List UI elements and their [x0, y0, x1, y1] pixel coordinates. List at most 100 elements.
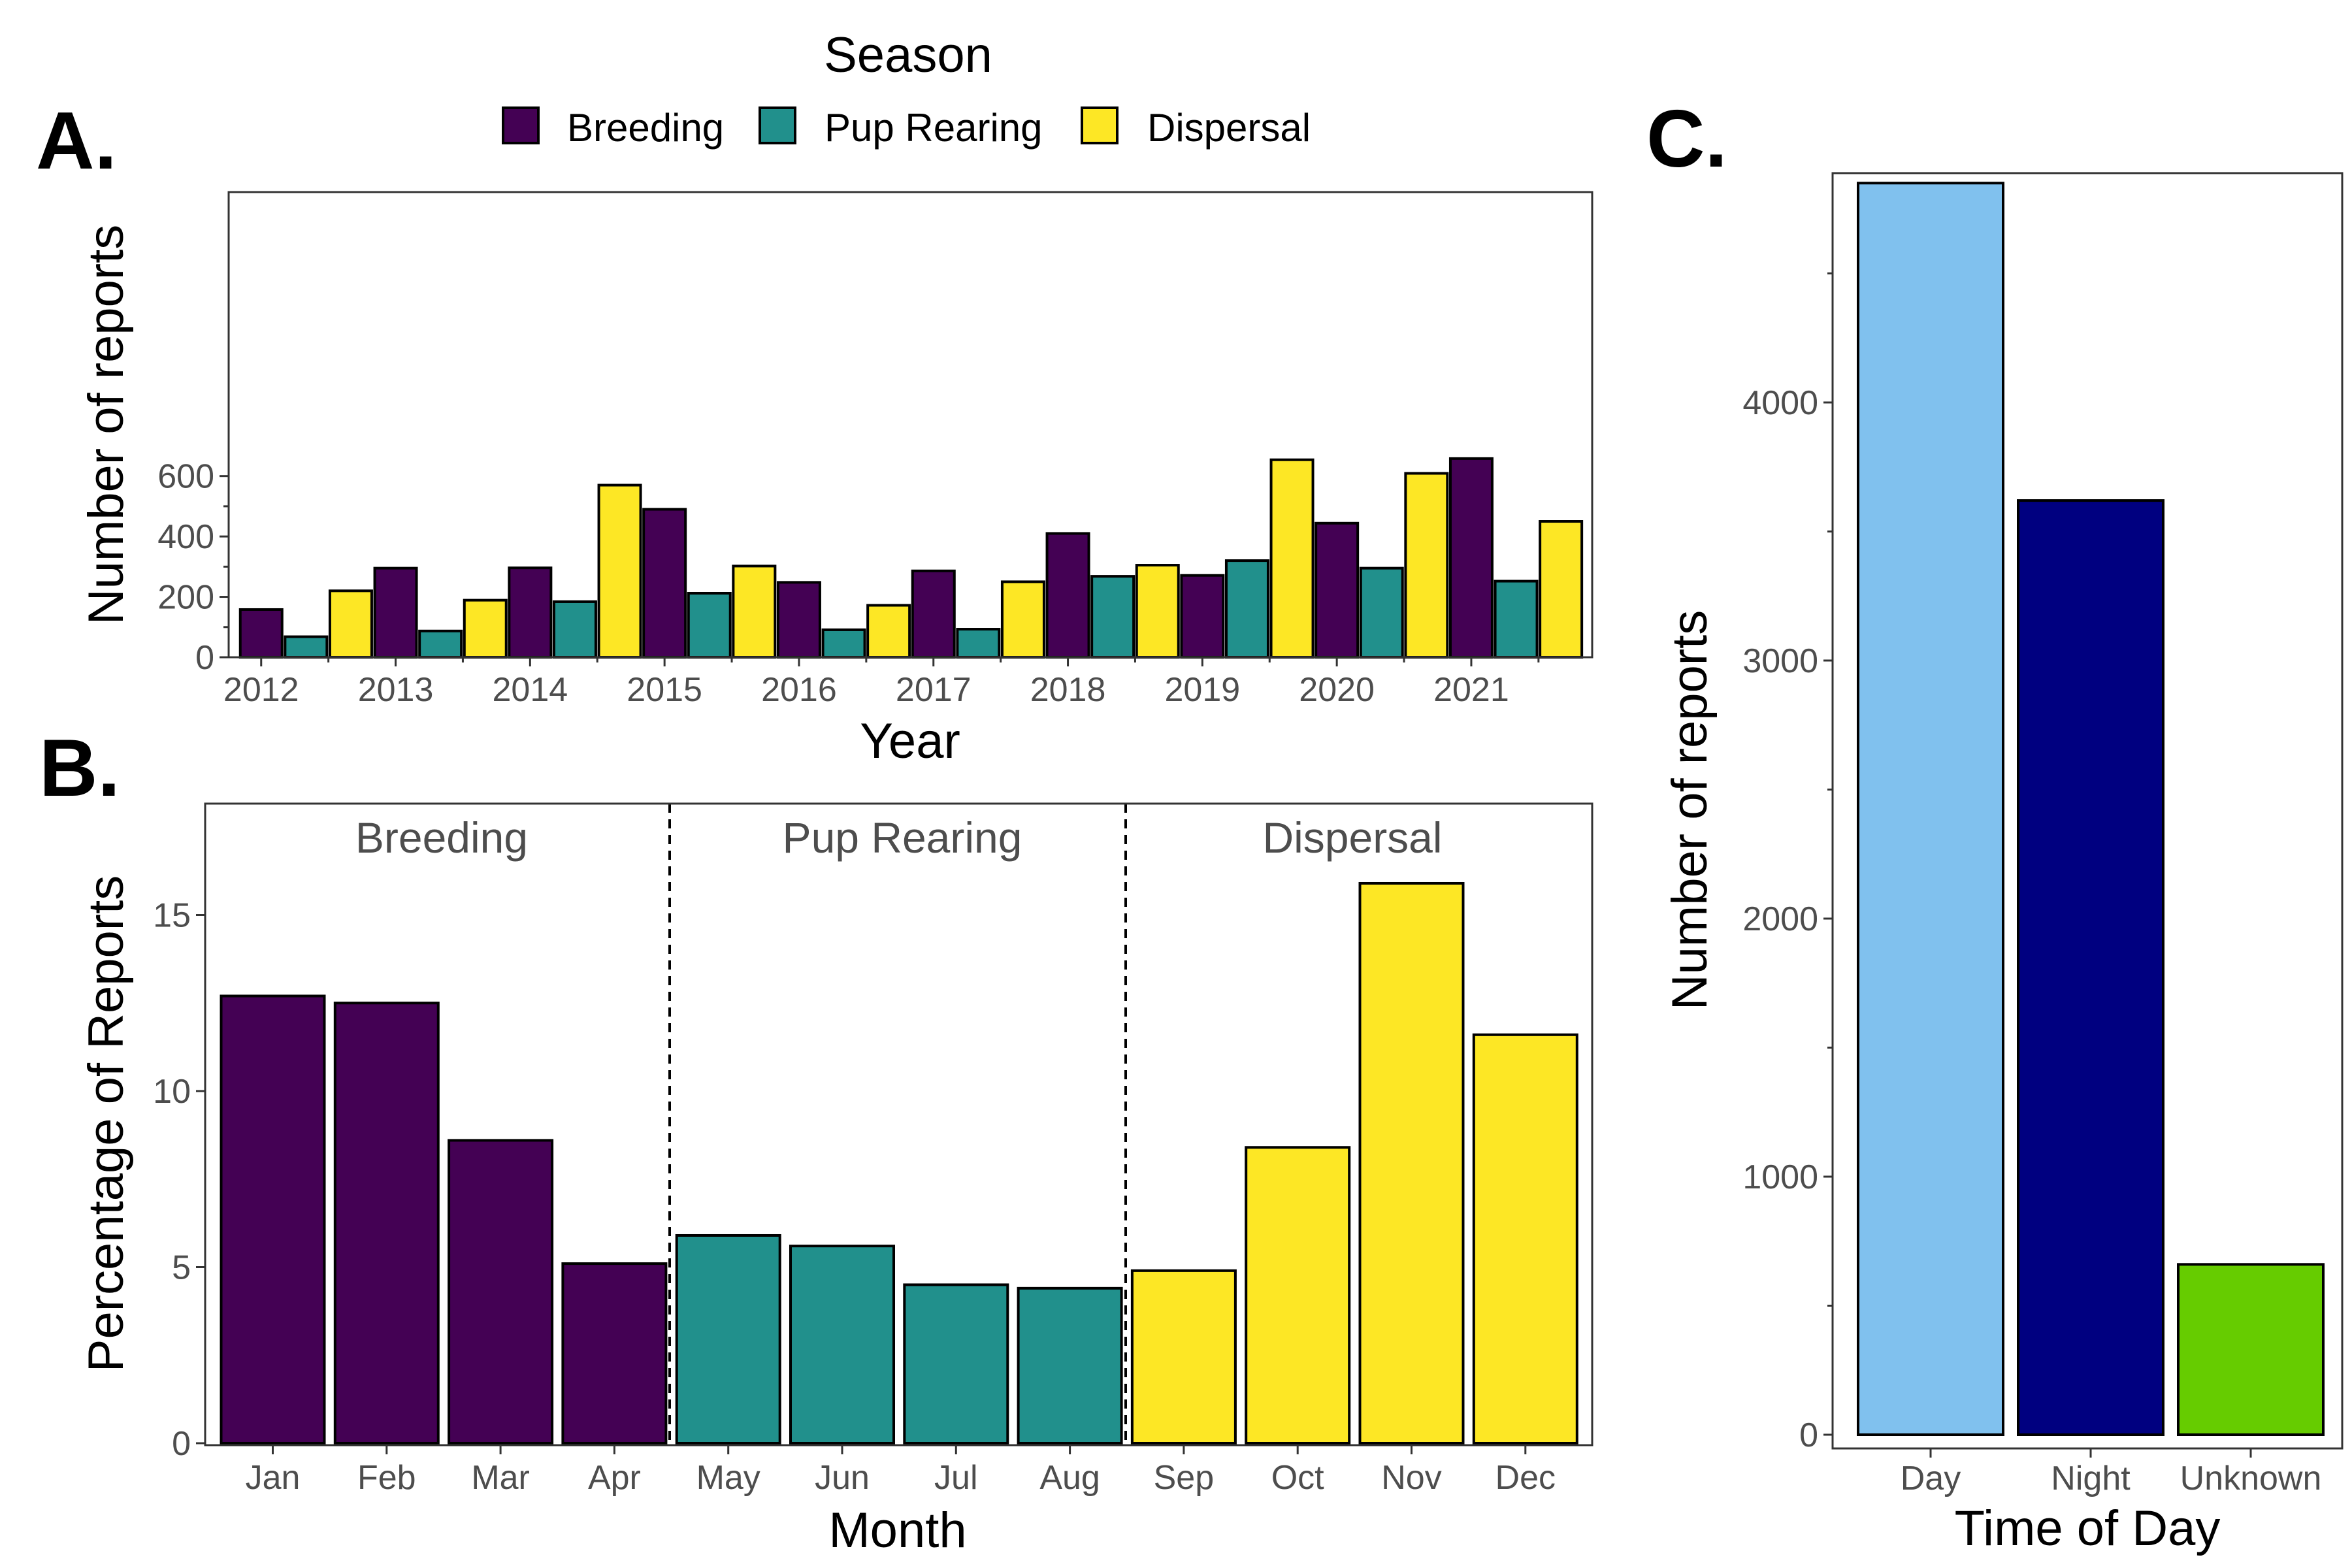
- bar-a-breeding: [642, 508, 687, 659]
- legend-swatch-pup-rearing: [759, 106, 796, 144]
- x-tick-label: 2018: [1030, 671, 1106, 709]
- x-tick-label: Jul: [934, 1459, 977, 1497]
- bar-a-breeding: [911, 569, 956, 659]
- bar-c-unknown: [2177, 1263, 2325, 1437]
- x-tick-label: Nov: [1381, 1459, 1441, 1497]
- bar-b-jan: [220, 994, 326, 1445]
- bar-b-nov: [1358, 881, 1465, 1445]
- bar-b-oct: [1245, 1146, 1351, 1445]
- panel-c-x-axis: Day Night Unknown: [1901, 1448, 2322, 1497]
- y-tick-label: 2000: [1742, 900, 1818, 938]
- bar-a-breeding: [238, 608, 284, 659]
- bar-a-dispersal: [328, 589, 373, 659]
- bar-c-day: [1857, 182, 2004, 1436]
- bar-a-pup-rearing: [1224, 559, 1269, 659]
- panel-b-season-label-breeding: Breeding: [355, 813, 528, 862]
- y-tick-label: 0: [195, 639, 214, 677]
- x-tick-label: May: [696, 1459, 760, 1497]
- x-tick-label: Day: [1901, 1460, 1961, 1497]
- legend: Season Breeding Pup Rearing Dispersal: [502, 27, 1311, 150]
- x-tick-label: Mar: [471, 1459, 530, 1497]
- panel-b-season-label-dispersal: Dispersal: [1262, 813, 1442, 862]
- x-tick-label: 2013: [358, 671, 434, 709]
- x-tick-label: 2016: [761, 671, 837, 709]
- panel-b-season-label-pup-rearing: Pup Rearing: [783, 813, 1022, 862]
- x-tick-label: 2014: [493, 671, 568, 709]
- panel-a-frame: [227, 191, 1593, 659]
- x-tick-label: 2020: [1299, 671, 1375, 709]
- bar-b-jul: [903, 1283, 1009, 1445]
- bar-b-feb: [333, 1002, 440, 1445]
- y-tick-label: 10: [153, 1073, 191, 1111]
- bar-a-breeding: [1315, 521, 1360, 659]
- panel-c-x-axis-title: Time of Day: [1955, 1501, 2221, 1556]
- x-tick-label: Night: [2051, 1460, 2131, 1497]
- bar-a-pup-rearing: [956, 628, 1001, 659]
- y-tick-label: 1000: [1742, 1158, 1818, 1196]
- x-tick-label: 2012: [223, 671, 299, 709]
- panel-b-frame: [204, 802, 1593, 1446]
- bar-a-breeding: [508, 566, 553, 659]
- y-tick-label: 200: [157, 579, 214, 617]
- bar-a-pup-rearing: [1494, 580, 1539, 659]
- panel-c-y-axis: 0 1000 2000 3000 4000: [1742, 272, 1833, 1454]
- x-tick-label: Feb: [357, 1459, 416, 1497]
- panel-b-y-axis-title: Percentage of Reports: [78, 875, 134, 1372]
- panel-b-y-axis: 0 5 10 15: [153, 897, 205, 1463]
- bar-b-jun: [789, 1245, 895, 1445]
- legend-swatch-dispersal: [1081, 106, 1119, 144]
- y-tick-label: 15: [153, 897, 191, 935]
- bar-b-sep: [1130, 1269, 1237, 1445]
- bar-a-pup-rearing: [1359, 566, 1404, 659]
- bar-a-breeding: [1045, 532, 1090, 659]
- bar-a-breeding: [776, 581, 821, 659]
- bar-a-dispersal: [1539, 520, 1584, 659]
- y-tick-label: 0: [1799, 1416, 1818, 1454]
- bar-a-breeding: [373, 566, 418, 659]
- x-tick-label: Jan: [246, 1459, 301, 1497]
- bar-a-breeding: [1180, 574, 1225, 659]
- bar-a-pup-rearing: [284, 635, 329, 659]
- panel-b-monthly-chart: Breeding Pup Rearing Dispersal 0 5 10 15 Ja…: [78, 802, 1593, 1558]
- panel-c-time-of-day-chart: 0 1000 2000 3000 4000 Day Night Unknown Time o…: [1662, 172, 2344, 1556]
- panel-b-bars: [220, 881, 1578, 1445]
- bar-b-apr: [561, 1262, 668, 1445]
- bar-a-dispersal: [1000, 580, 1045, 659]
- x-tick-label: Jun: [815, 1459, 870, 1497]
- legend-label-dispersal: Dispersal: [1147, 106, 1311, 150]
- y-tick-label: 3000: [1742, 642, 1818, 680]
- bar-b-mar: [448, 1139, 554, 1445]
- bar-b-may: [675, 1233, 781, 1445]
- bar-a-pup-rearing: [552, 600, 597, 659]
- panel-b-x-axis-title: Month: [828, 1503, 966, 1558]
- x-tick-label: 2019: [1165, 671, 1241, 709]
- panel-letter-a: A.: [36, 96, 117, 186]
- x-tick-label: 2017: [896, 671, 972, 709]
- bar-a-dispersal: [463, 598, 508, 659]
- bar-a-dispersal: [1135, 564, 1180, 659]
- x-tick-label: Sep: [1154, 1459, 1215, 1497]
- x-tick-label: 2021: [1433, 671, 1509, 709]
- y-tick-label: 0: [172, 1425, 191, 1463]
- y-tick-label: 600: [157, 458, 214, 496]
- x-tick-label: Oct: [1271, 1459, 1324, 1497]
- legend-label-breeding: Breeding: [567, 106, 724, 150]
- x-tick-label: Unknown: [2180, 1460, 2322, 1497]
- legend-title: Season: [824, 27, 992, 83]
- panel-a-x-axis-title: Year: [860, 713, 960, 769]
- panel-letter-b: B.: [39, 723, 120, 813]
- bar-b-aug: [1017, 1286, 1123, 1445]
- bar-a-dispersal: [866, 604, 911, 659]
- x-tick-label: Aug: [1039, 1459, 1100, 1497]
- panel-c-frame: [1831, 172, 2344, 1450]
- panel-b-x-axis: Jan Feb Mar Apr May Jun Jul Aug Sep Oct Nov Dec: [246, 1445, 1556, 1497]
- y-tick-label: 400: [157, 518, 214, 556]
- legend-swatch-breeding: [502, 106, 540, 144]
- y-tick-label: 4000: [1742, 384, 1818, 422]
- panel-a-y-axis: 0 200 400 600: [157, 458, 229, 677]
- bar-a-pup-rearing: [687, 592, 732, 659]
- bar-a-dispersal: [1269, 458, 1315, 659]
- panel-letter-c: C.: [1646, 94, 1727, 184]
